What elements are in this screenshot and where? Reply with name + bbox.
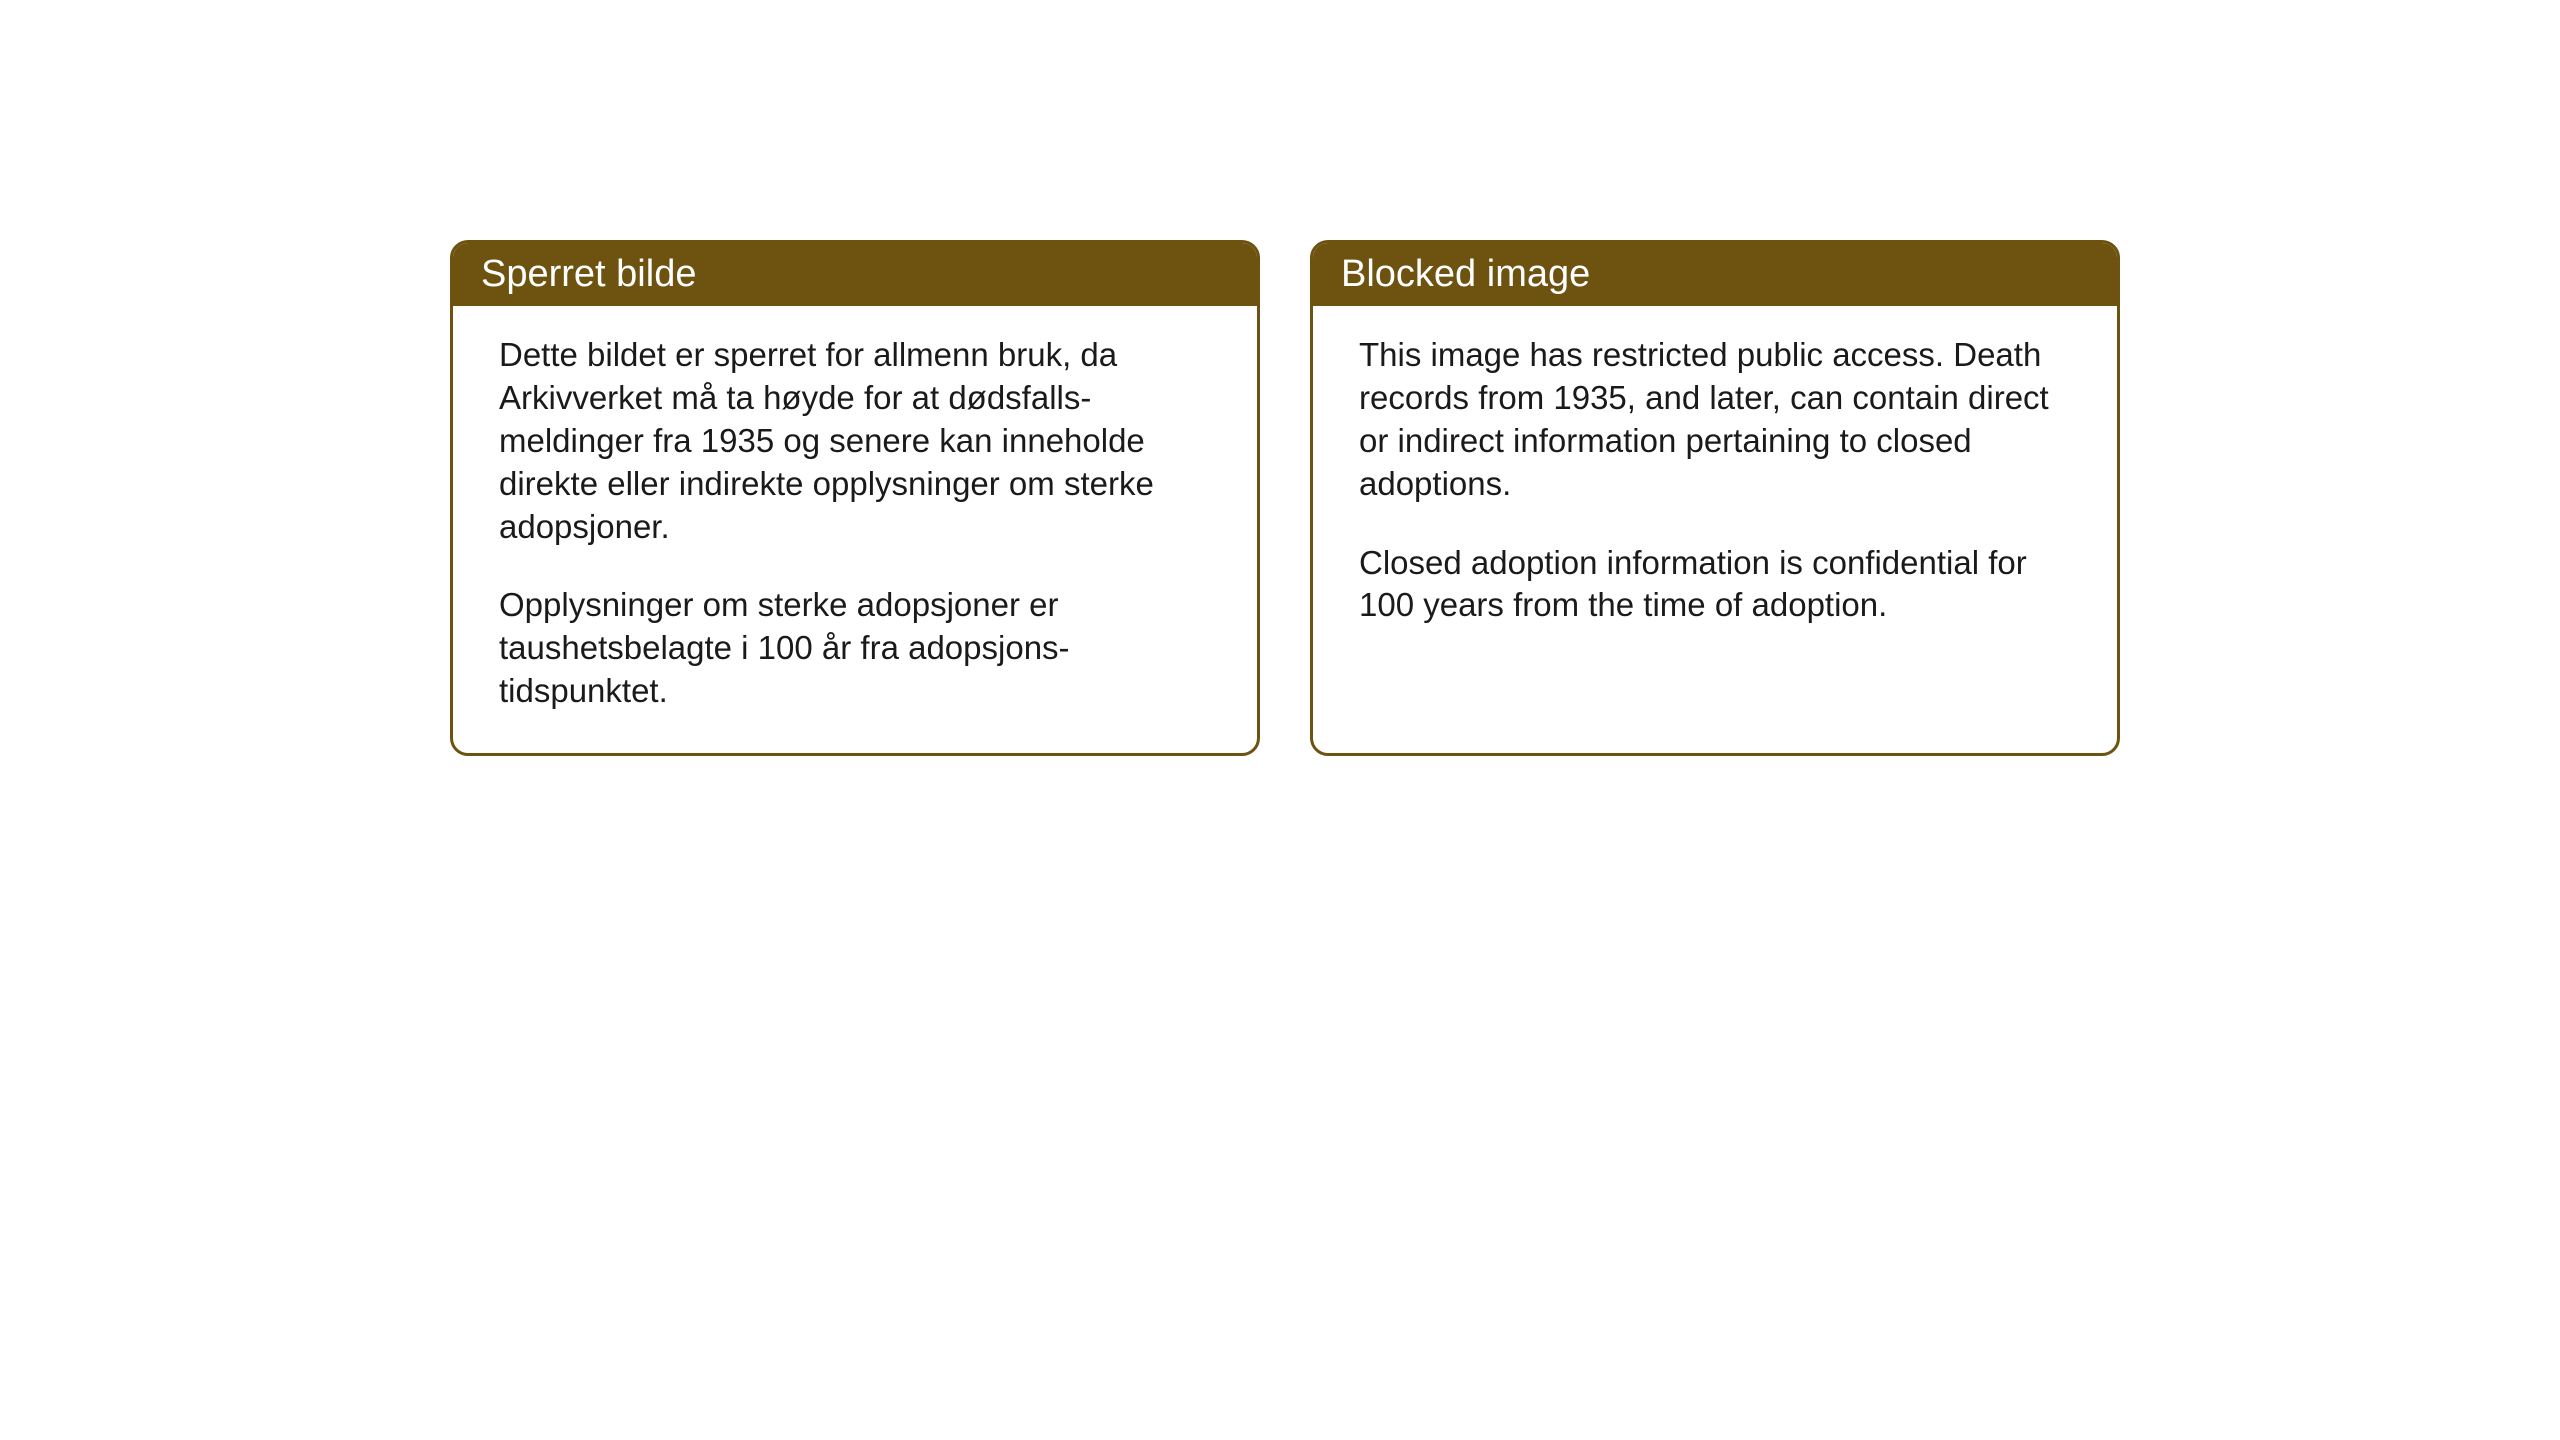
- card-paragraph-2-english: Closed adoption information is confident…: [1359, 542, 2071, 628]
- card-header-norwegian: Sperret bilde: [453, 243, 1257, 306]
- cards-container: Sperret bilde Dette bildet er sperret fo…: [0, 0, 2560, 756]
- card-norwegian: Sperret bilde Dette bildet er sperret fo…: [450, 240, 1260, 756]
- card-paragraph-1-norwegian: Dette bildet er sperret for allmenn bruk…: [499, 334, 1211, 548]
- card-paragraph-2-norwegian: Opplysninger om sterke adopsjoner er tau…: [499, 584, 1211, 713]
- card-paragraph-1-english: This image has restricted public access.…: [1359, 334, 2071, 506]
- card-english: Blocked image This image has restricted …: [1310, 240, 2120, 756]
- card-body-norwegian: Dette bildet er sperret for allmenn bruk…: [453, 306, 1257, 753]
- card-body-english: This image has restricted public access.…: [1313, 306, 2117, 667]
- card-header-english: Blocked image: [1313, 243, 2117, 306]
